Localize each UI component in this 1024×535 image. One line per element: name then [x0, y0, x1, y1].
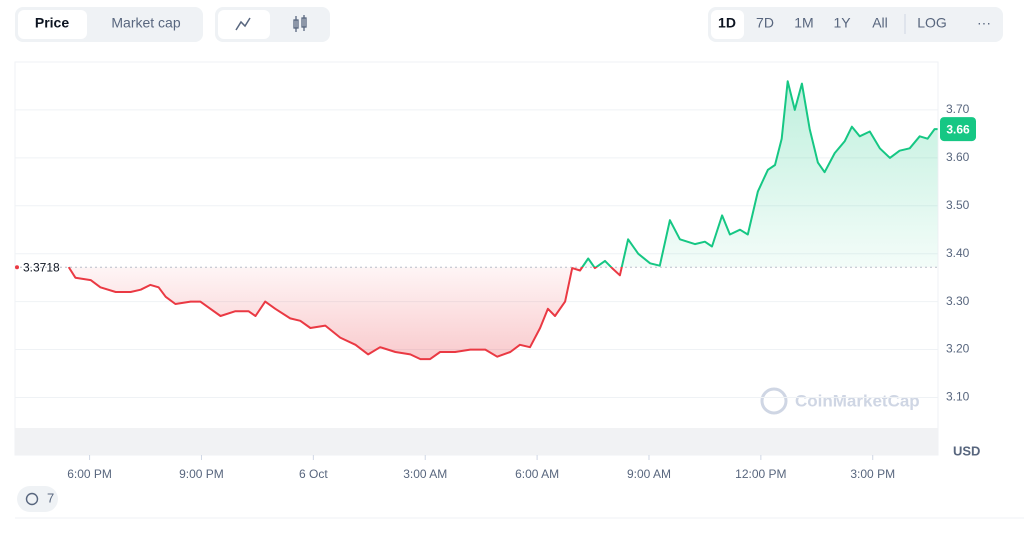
- current-price-label: 3.66: [946, 122, 970, 136]
- current-price-box: [940, 117, 976, 142]
- y-tick-label: 3.70: [946, 102, 970, 116]
- x-tick-label: 9:00 AM: [627, 467, 671, 481]
- log-button[interactable]: LOG: [917, 15, 947, 31]
- area-fill: [68, 81, 938, 360]
- range-selected[interactable]: [711, 10, 744, 39]
- range-group: [708, 7, 1003, 42]
- x-tick-label: 3:00 PM: [850, 467, 895, 481]
- baseline-dot: [15, 265, 19, 270]
- y-tick-label: 3.20: [946, 342, 970, 356]
- x-tick-label: 6 Oct: [299, 467, 328, 481]
- range-button[interactable]: All: [872, 15, 888, 31]
- badge-count: 7: [47, 490, 54, 505]
- watermark-logo: [760, 387, 788, 415]
- tab[interactable]: Market cap: [111, 15, 180, 31]
- y-tick-label: 3.60: [946, 150, 970, 164]
- line-icon: [235, 17, 251, 31]
- x-tick-label: 9:00 PM: [179, 467, 224, 481]
- x-tick-label: 6:00 PM: [67, 467, 112, 481]
- more-button[interactable]: ···: [977, 15, 991, 31]
- x-tick-label: 6:00 AM: [515, 467, 559, 481]
- range-button[interactable]: 7D: [756, 15, 774, 31]
- y-tick-label: 3.10: [946, 390, 970, 404]
- y-tick-label: 3.40: [946, 246, 970, 260]
- history-icon: [25, 492, 39, 506]
- tab[interactable]: Price: [35, 15, 69, 31]
- range-button[interactable]: 1D: [718, 15, 736, 31]
- x-tick-label: 12:00 PM: [735, 467, 786, 481]
- baseline-label: 3.3718: [23, 260, 60, 274]
- range-button[interactable]: 1Y: [833, 15, 851, 31]
- price-line: [67, 80, 938, 361]
- y-tick-label: 3.30: [946, 294, 970, 308]
- unit-label: USD: [953, 443, 980, 458]
- x-tick-label: 3:00 AM: [403, 467, 447, 481]
- tab-selected[interactable]: [18, 10, 87, 39]
- volume-band: [15, 428, 938, 455]
- range-button[interactable]: 1M: [794, 15, 813, 31]
- watermark: CoinMarketCap: [795, 391, 920, 410]
- y-tick-label: 3.50: [946, 198, 970, 212]
- candle-icon[interactable]: [293, 15, 307, 32]
